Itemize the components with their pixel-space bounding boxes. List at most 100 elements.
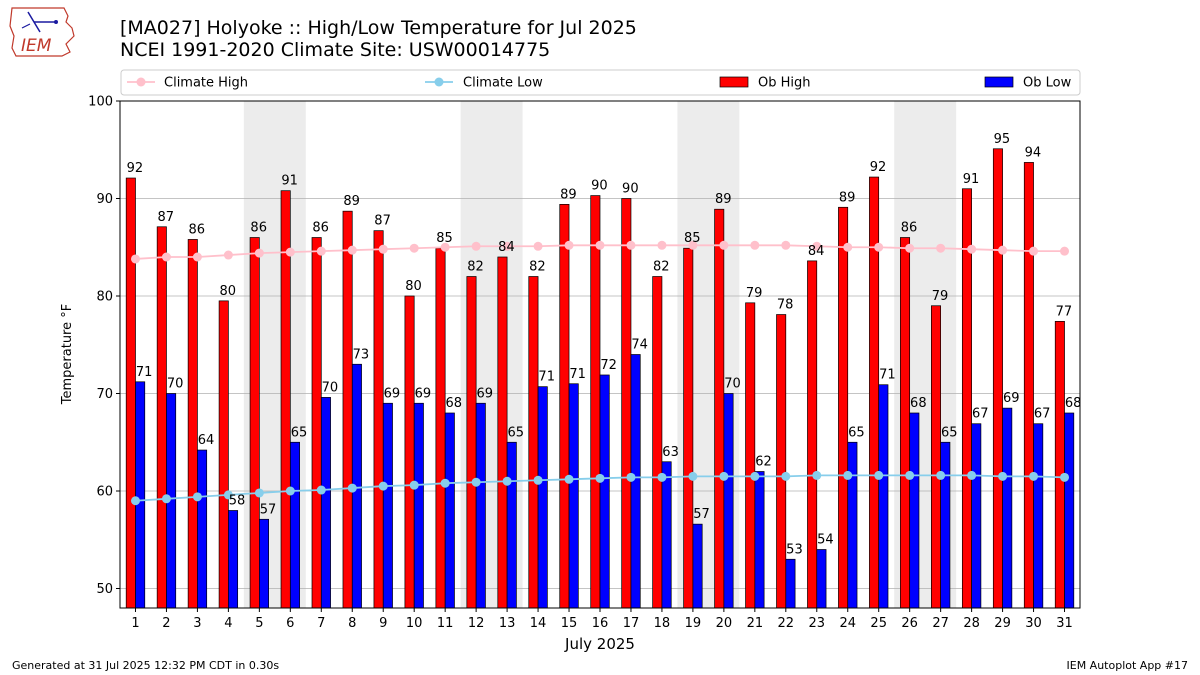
ob-high-bar: [590, 195, 601, 609]
climate-low-point: [626, 472, 636, 482]
ob-high-bar: [992, 148, 1003, 609]
ob-low-label: 63: [662, 445, 679, 460]
ob-high-label: 92: [127, 161, 144, 176]
y-tick-label: 100: [88, 95, 113, 110]
x-tick-label: 1: [131, 616, 139, 631]
ob-high-bar: [776, 314, 787, 609]
y-tick-label: 70: [96, 387, 113, 402]
ob-low-label: 71: [136, 365, 153, 380]
ob-high-bar: [683, 247, 694, 609]
ob-low-legend-label: Ob Low: [1023, 76, 1072, 91]
ob-low-bar: [971, 423, 982, 609]
x-tick-label: 18: [654, 616, 671, 631]
ob-low-bar: [599, 374, 610, 609]
climate-low-point: [347, 483, 357, 493]
climate-high-point: [130, 254, 140, 264]
x-tick-label: 25: [870, 616, 887, 631]
ob-low-label: 67: [972, 407, 989, 422]
ob-high-label: 86: [250, 221, 267, 236]
ob-low-label: 70: [167, 377, 184, 392]
climate-low-legend-marker: [434, 77, 444, 87]
ob-high-legend-swatch: [719, 76, 749, 88]
ob-high-label: 94: [1025, 145, 1042, 160]
y-tick-label: 90: [96, 192, 113, 207]
ob-low-bar: [228, 510, 239, 609]
x-tick-label: 9: [379, 616, 387, 631]
climate-low-point: [812, 470, 822, 480]
ob-low-bar: [1064, 412, 1075, 609]
climate-high-point: [316, 246, 326, 256]
y-axis-label: Temperature °F: [60, 304, 75, 405]
ob-low-bar: [661, 461, 672, 609]
ob-high-label: 87: [374, 214, 391, 229]
climate-low-point: [192, 492, 202, 502]
ob-low-bar: [940, 441, 951, 609]
ob-high-bar: [838, 206, 849, 609]
ob-high-bar: [218, 300, 229, 609]
ob-low-label: 70: [724, 377, 741, 392]
ob-low-bar: [537, 386, 548, 609]
climate-low-point: [533, 475, 543, 485]
ob-high-label: 79: [932, 289, 949, 304]
climate-high-point: [1029, 246, 1039, 256]
ob-high-label: 92: [870, 160, 887, 175]
ob-low-label: 68: [910, 396, 927, 411]
ob-high-bar: [1054, 321, 1065, 609]
ob-high-bar: [435, 247, 446, 609]
climate-high-point: [161, 252, 171, 262]
ob-low-bar: [816, 549, 827, 609]
x-tick-label: 19: [685, 616, 702, 631]
climate-low-point: [967, 470, 977, 480]
climate-low-point: [409, 480, 419, 490]
ob-low-bar: [692, 523, 703, 609]
ob-high-legend-label: Ob High: [758, 76, 811, 91]
ob-high-bar: [311, 237, 322, 609]
ob-low-bar: [909, 412, 920, 609]
climate-high-point: [223, 250, 233, 260]
x-tick-label: 15: [561, 616, 578, 631]
legend-box: [120, 69, 1081, 96]
x-tick-label: 31: [1056, 616, 1073, 631]
x-tick-label: 16: [592, 616, 609, 631]
ob-low-label: 54: [817, 533, 834, 548]
ob-low-label: 67: [1034, 407, 1051, 422]
ob-high-bar: [559, 204, 570, 609]
ob-low-label: 71: [879, 368, 896, 383]
iem-logo: IEM: [9, 7, 75, 57]
climate-high-point: [688, 240, 698, 250]
ob-high-label: 85: [684, 231, 701, 246]
climate-high-point: [812, 241, 822, 251]
ob-high-label: 91: [281, 174, 298, 189]
climate-high-point: [936, 243, 946, 253]
x-tick-label: 4: [224, 616, 232, 631]
ob-high-bar: [497, 256, 508, 609]
chart-title-line1: [MA027] Holyoke :: High/Low Temperature …: [120, 17, 637, 39]
ob-low-bar: [1002, 407, 1013, 609]
climate-high-point: [409, 243, 419, 253]
climate-high-point: [471, 241, 481, 251]
x-tick-label: 14: [530, 616, 547, 631]
x-tick-label: 2: [162, 616, 170, 631]
climate-high-point: [657, 240, 667, 250]
ob-low-bar: [475, 402, 486, 609]
climate-low-point: [998, 471, 1008, 481]
x-tick-label: 20: [716, 616, 733, 631]
ob-low-label: 53: [786, 542, 803, 557]
ob-low-label: 65: [941, 425, 958, 440]
climate-high-legend-marker: [136, 77, 146, 87]
climate-high-point: [781, 240, 791, 250]
climate-high-point: [440, 242, 450, 252]
x-tick-label: 17: [623, 616, 640, 631]
ob-low-bar: [1033, 423, 1044, 609]
x-tick-label: 13: [499, 616, 516, 631]
climate-low-point: [750, 471, 760, 481]
ob-high-label: 91: [963, 172, 980, 187]
climate-high-point: [967, 244, 977, 254]
ob-low-label: 65: [507, 425, 524, 440]
climate-low-point: [874, 470, 884, 480]
ob-high-label: 89: [560, 187, 577, 202]
ob-high-bar: [900, 237, 911, 609]
climate-high-point: [905, 243, 915, 253]
logo-text: IEM: [21, 36, 52, 56]
